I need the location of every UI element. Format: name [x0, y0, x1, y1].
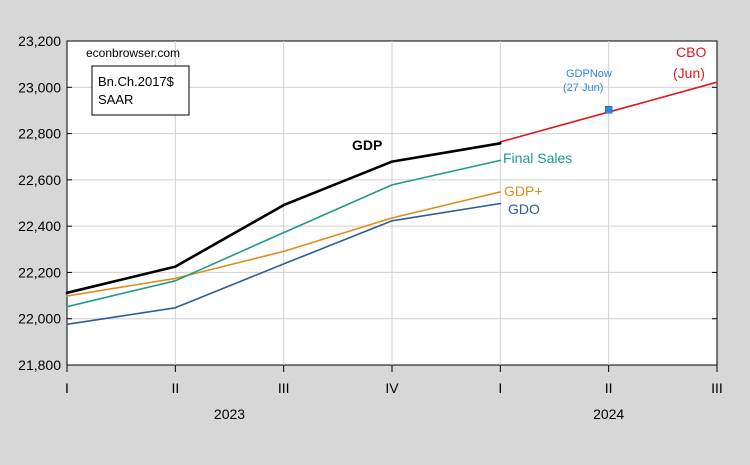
x-tick-label: I	[498, 380, 502, 396]
x-tick-label: III	[711, 380, 723, 396]
x-tick-label: I	[65, 380, 69, 396]
label-gdp: GDP	[352, 137, 382, 153]
label-gdo: GDO	[508, 201, 540, 217]
units-box	[91, 65, 190, 116]
series-line-gdp	[65, 142, 502, 295]
y-tick-label: 21,800	[18, 357, 61, 373]
series-line-gdp-	[66, 191, 502, 297]
year-label: 2023	[214, 406, 245, 422]
x-tick-label: II	[605, 380, 613, 396]
axis-layer: 21,800 22,000 22,200 22,400 22,600 22,800 23,0…	[18, 33, 723, 422]
label-final-sales: Final Sales	[503, 150, 572, 166]
x-tick-label: III	[278, 380, 290, 396]
y-tick-label: 23,000	[18, 79, 61, 95]
y-tick-label: 22,800	[18, 126, 61, 142]
label-gdpnow: GDPNow	[566, 68, 612, 80]
y-tick-label: 23,200	[18, 33, 61, 49]
units-line-1: Bn.Ch.2017$	[98, 74, 175, 89]
x-tick-label: IV	[385, 380, 399, 396]
y-tick-label: 22,200	[18, 264, 61, 280]
label-gdpnow-date: (27 Jun)	[563, 82, 603, 94]
gdpnow-marker	[604, 105, 613, 114]
series-line-final-sales	[66, 159, 502, 308]
units-line-2: SAAR	[98, 92, 133, 107]
label-cbo-date: (Jun)	[673, 65, 705, 81]
y-tick-label: 22,600	[18, 172, 61, 188]
x-tick-label: II	[171, 380, 179, 396]
series-line-gdo	[66, 202, 502, 326]
label-cbo: CBO	[676, 44, 706, 60]
y-tick-label: 22,400	[18, 218, 61, 234]
year-label: 2024	[593, 406, 624, 422]
source-note: econbrowser.com	[86, 46, 180, 60]
series-layer	[65, 81, 718, 326]
y-tick-label: 22,000	[18, 311, 61, 327]
label-gdp-plus: GDP+	[504, 183, 543, 199]
